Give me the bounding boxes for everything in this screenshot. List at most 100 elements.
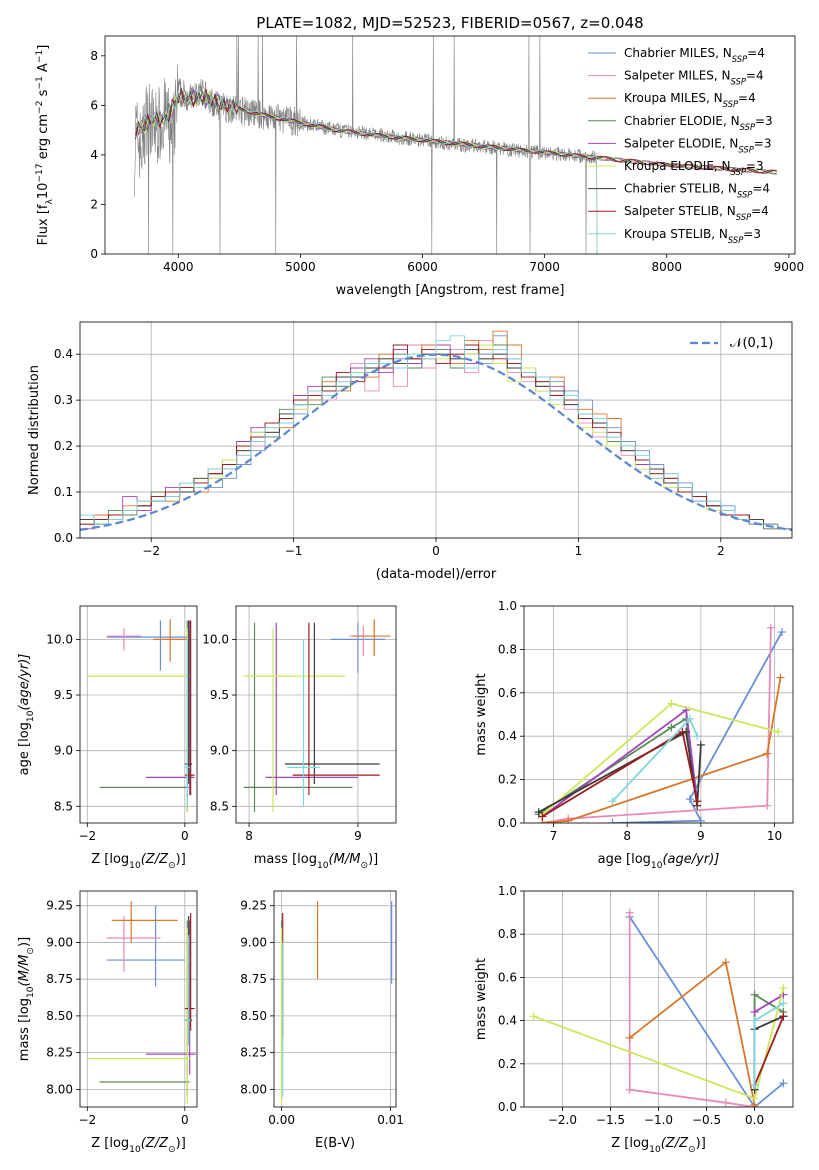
label-part: SSP: [728, 235, 744, 245]
legend-entry: Chabrier ELODIE, NSSP=3: [624, 114, 773, 132]
model-spectrum-3: [135, 89, 598, 254]
label-part: (Z/Z: [141, 852, 169, 867]
errorbar-point: [153, 619, 188, 662]
y-tick-label: 0.4: [54, 347, 73, 361]
y-tick-label: 0: [90, 247, 98, 261]
label-part: Chabrier ELODIE, N: [624, 114, 740, 128]
panel-ylabel: mass [log10(M/M⊙)]: [17, 937, 36, 1061]
errorbar-point: [99, 920, 190, 1097]
label-part: )]: [17, 937, 32, 947]
label-part: 10: [36, 183, 51, 200]
label-part: mass [log: [17, 998, 32, 1061]
mass-weight-series-5: [750, 990, 788, 1016]
errorbar-point: [145, 620, 195, 796]
spectrum-plot: [134, 36, 777, 254]
model-spectrum-6: [135, 90, 777, 175]
errorbar-point: [106, 905, 185, 987]
series-line: [753, 1015, 785, 1086]
label-part: mass [log: [254, 852, 317, 867]
y-tick-label: 8.5: [210, 799, 229, 813]
y-tick-label: 1.0: [498, 599, 517, 613]
y-tick-label: 0.4: [498, 1014, 517, 1028]
label-part: =4: [752, 182, 770, 196]
y-tick-label: 0.4: [498, 729, 517, 743]
x-tick-label: 9: [697, 829, 705, 843]
label-part: SSP: [736, 212, 752, 222]
label-part: 10: [129, 861, 141, 871]
errorbar-point: [287, 639, 320, 807]
y-tick-label: 8.75: [46, 972, 73, 986]
y-tick-label: 0.2: [498, 1057, 517, 1071]
y-tick-label: 0.2: [498, 773, 517, 787]
x-tick-label: 8: [623, 829, 631, 843]
legend-entry: Salpeter STELIB, NSSP=4: [624, 204, 769, 222]
errorbar-point: [284, 622, 380, 785]
x-tick-label: 2: [717, 544, 725, 558]
label-part: Z [log: [91, 852, 129, 867]
label-part: Chabrier MILES, N: [624, 46, 732, 60]
label-part: SSP: [737, 190, 753, 200]
x-tick-label: −1.0: [644, 1113, 673, 1127]
label-part: Salpeter STELIB, N: [624, 204, 736, 218]
label-part: SSP: [731, 167, 747, 177]
spectrum-xlabel: wavelength [Angstrom, rest frame]: [336, 283, 565, 298]
y-tick-label: 0.2: [54, 439, 73, 453]
panel-ylabel: mass weight: [474, 673, 489, 755]
errorbar-point: [292, 622, 380, 796]
series-line: [538, 730, 702, 813]
series-line: [628, 912, 755, 1107]
y-tick-label: 0.0: [498, 1100, 517, 1114]
legend-entry: Chabrier MILES, NSSP=4: [624, 46, 765, 64]
label-part: Kroupa STELIB, N: [624, 227, 728, 241]
model-spectrum-9: [135, 88, 598, 254]
y-tick-label: 0.3: [54, 393, 73, 407]
legend-entry: 𝒩(0,1): [730, 336, 773, 351]
line-plot: [529, 908, 788, 1107]
errorbar-point: [106, 915, 161, 972]
axes-frame: [104, 35, 796, 255]
y-tick-label: 9.25: [46, 899, 73, 913]
label-part: =4: [738, 91, 756, 105]
label-part: (Z/Z: [141, 1136, 169, 1151]
label-part: age [log: [598, 852, 651, 867]
y-tick-label: 0.8: [498, 927, 517, 941]
panel-xlabel: Z [log10(Z/Z⊙)]: [91, 852, 186, 871]
panel-xlabel: Z [log10(Z/Z⊙)]: [611, 1136, 706, 1155]
y-tick-label: 9.00: [46, 935, 73, 949]
label-part: (M/M: [329, 852, 361, 867]
label-part: =4: [751, 204, 769, 218]
mass-weight-series-6: [538, 699, 783, 819]
y-tick-label: 0.6: [498, 970, 517, 984]
label-part: −2: [35, 101, 45, 114]
series-line: [541, 702, 779, 815]
label-part: erg cm: [36, 114, 51, 163]
y-tick-label: 6: [90, 98, 98, 112]
y-tick-label: 9.5: [210, 688, 229, 702]
y-tick-label: 2: [90, 197, 98, 211]
x-tick-label: 0.00: [268, 1113, 295, 1127]
errorbar-point: [111, 901, 178, 943]
panel-xlabel: age [log10(age/yr)]: [598, 852, 720, 871]
legend-entry: Kroupa ELODIE, NSSP=3: [624, 159, 764, 177]
errorbar-plot: [243, 619, 391, 812]
x-tick-label: 8000: [651, 260, 682, 274]
y-tick-label: 0.6: [498, 686, 517, 700]
y-tick-label: 9.0: [210, 744, 229, 758]
label-part: ⊙: [360, 861, 368, 871]
x-tick-label: 8: [245, 829, 253, 843]
histogram-series-9: [80, 335, 792, 530]
x-tick-label: 0: [432, 544, 440, 558]
label-part: s: [36, 89, 51, 100]
label-part: 10: [129, 1145, 141, 1155]
axes-age-vs-Z: −2 08.59.09.510.0Z [log10(Z/Z⊙)]age [log1…: [17, 605, 198, 871]
label-part: SSP: [740, 122, 756, 132]
label-part: λ: [45, 199, 55, 205]
histogram-ylabel: Normed distribution: [27, 365, 42, 495]
model-spectrum-7: [135, 87, 777, 174]
axes-residual-histogram: −2 −1 0 1 2 0.0 0.1 0.2 0.3 0.4 𝒩(0,1) (data-model)…: [27, 321, 793, 582]
label-part: (age/yr)]: [17, 654, 32, 711]
label-part: Chabrier STELIB, N: [624, 182, 737, 196]
panel-ylabel: mass weight: [474, 958, 489, 1040]
errorbar-point: [87, 628, 190, 812]
